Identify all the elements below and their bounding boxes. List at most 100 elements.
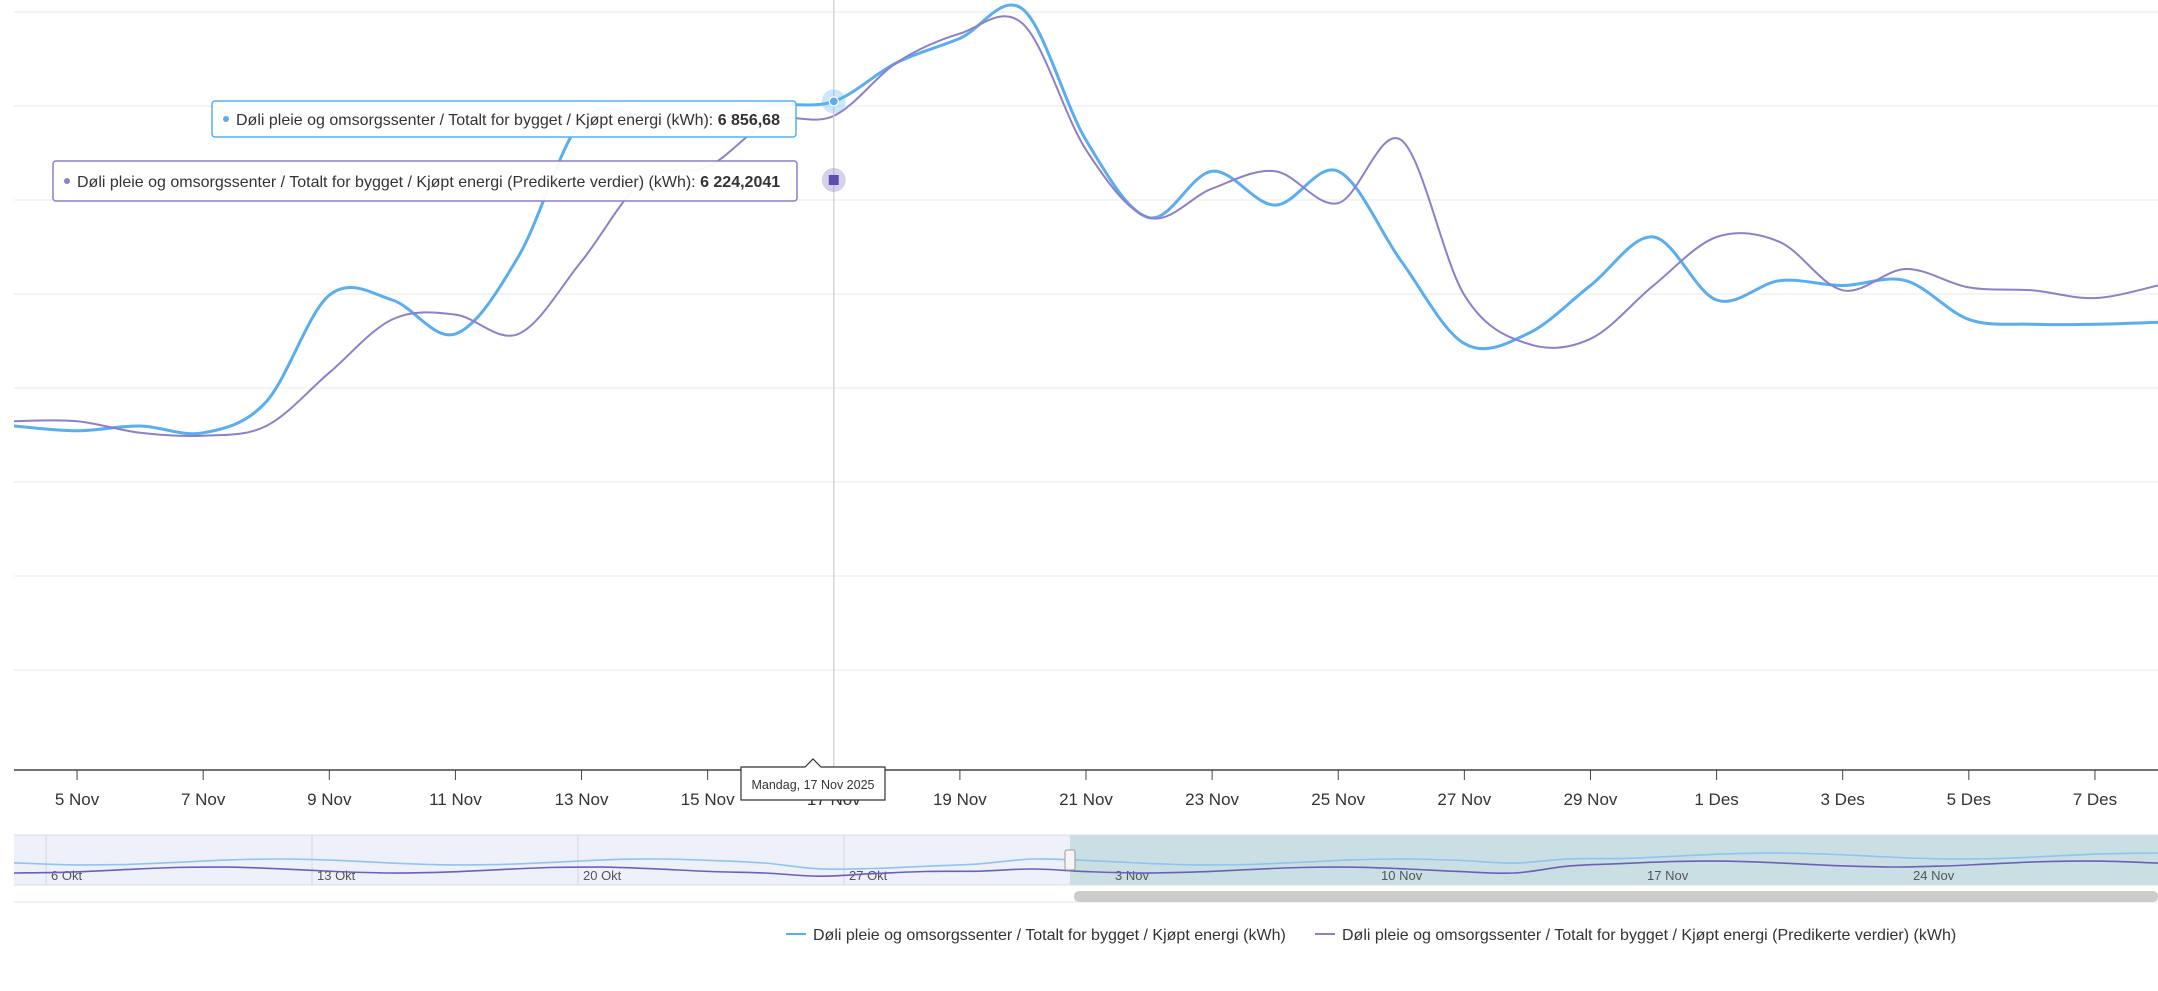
data-point[interactable] [1143,212,1155,224]
tooltip-box [52,160,798,202]
data-point[interactable] [1900,263,1912,275]
data-point[interactable] [512,328,524,340]
data-point[interactable] [891,57,903,69]
series-line-kjopt-energi[interactable] [13,3,2158,436]
legend-label: Døli pleie og omsorgssenter / Totalt for… [813,927,1286,944]
data-point[interactable] [576,255,588,267]
navigator-tick-label: 10 Nov [1381,868,1423,883]
scrollbar-thumb[interactable] [1074,891,2158,902]
data-point[interactable] [1458,289,1470,301]
data-point[interactable] [449,309,461,321]
tooltip-bullet [64,178,70,184]
x-tick-label: 15 Nov [681,790,735,809]
data-point[interactable] [1584,280,1596,292]
tooltip-text: Døli pleie og omsorgssenter / Totalt for… [77,174,780,191]
data-point[interactable] [1521,338,1533,350]
data-point[interactable] [2026,284,2038,296]
x-tick-label: 7 Nov [181,790,226,809]
data-point[interactable] [197,430,209,442]
tooltip-series-label: Døli pleie og omsorgssenter / Totalt for… [236,112,718,129]
x-tick-label: 5 Nov [55,790,100,809]
crosshair: Døli pleie og omsorgssenter / Totalt for… [52,0,886,801]
data-point[interactable] [1648,231,1660,243]
series-line-predikerte-verdier[interactable] [13,15,2158,438]
navigator-tick-label: 17 Nov [1647,868,1689,883]
legend-label: Døli pleie og omsorgssenter / Totalt for… [1342,927,1956,944]
navigator-tick-label: 24 Nov [1913,868,1955,883]
data-point[interactable] [2152,280,2158,292]
data-point[interactable] [1584,333,1596,345]
legend-item[interactable]: Døli pleie og omsorgssenter / Totalt for… [1315,927,1956,944]
data-point[interactable] [323,289,335,301]
data-point[interactable] [134,427,146,439]
data-point[interactable] [1395,134,1407,146]
navigator-series-line [13,860,2158,878]
legend-item[interactable]: Døli pleie og omsorgssenter / Totalt for… [786,927,1286,944]
data-point[interactable] [71,415,83,427]
navigator-tick-label: 3 Nov [1115,868,1149,883]
data-point[interactable] [2089,318,2101,330]
tooltip-text: Døli pleie og omsorgssenter / Totalt for… [236,112,780,129]
date-tooltip-box [740,758,886,801]
navigator-series-line [13,852,2158,871]
data-point[interactable] [260,420,272,432]
data-point[interactable] [1206,165,1218,177]
data-point[interactable] [449,328,461,340]
legend[interactable]: Døli pleie og omsorgssenter / Totalt for… [786,927,1956,944]
data-point[interactable] [1711,231,1723,243]
navigator-tick-label: 6 Okt [51,868,82,883]
navigator-tick-label: 20 Okt [583,868,622,883]
data-point[interactable] [1017,18,1029,30]
data-point[interactable] [512,250,524,262]
date-tooltip: Mandag, 17 Nov 2025 [740,758,886,801]
data-point[interactable] [1774,236,1786,248]
x-tick-label: 9 Nov [307,790,352,809]
x-tick-label: 21 Nov [1059,790,1113,809]
data-point[interactable] [1963,313,1975,325]
data-point[interactable] [2152,316,2158,328]
data-point[interactable] [1332,165,1344,177]
data-point[interactable] [1648,280,1660,292]
tooltip-series-value: 6 856,68 [718,112,780,129]
x-tick-label: 25 Nov [1311,790,1365,809]
navigator-handle-left[interactable] [1064,849,1076,871]
data-point[interactable] [1395,255,1407,267]
data-point[interactable] [1458,338,1470,350]
data-point[interactable] [1711,294,1723,306]
data-point[interactable] [954,28,966,40]
x-tick-label: 13 Nov [555,790,609,809]
data-point[interactable] [386,313,398,325]
date-tooltip-label: Mandag, 17 Nov 2025 [751,778,874,792]
x-tick-label: 23 Nov [1185,790,1239,809]
x-tick-label: 19 Nov [933,790,987,809]
tooltip-series1: Døli pleie og omsorgssenter / Totalt for… [211,100,797,138]
hover-marker-series2 [828,175,839,185]
series-lines[interactable] [8,3,2158,441]
data-point[interactable] [2026,318,2038,330]
data-point[interactable] [1269,199,1281,211]
hover-marker-series1 [828,96,839,107]
navigator[interactable]: 6 Okt 13 Okt 20 Okt 27 Okt 3 Nov 10 Nov 17 Nov… [13,834,2158,903]
data-point[interactable] [260,396,272,408]
data-point[interactable] [1837,284,1849,296]
tooltip-series2: Døli pleie og omsorgssenter / Totalt for… [52,160,798,202]
data-point[interactable] [1774,275,1786,287]
data-point[interactable] [1080,144,1092,156]
data-point[interactable] [2089,292,2101,304]
x-tick-label: 29 Nov [1564,790,1618,809]
data-point[interactable] [1332,197,1344,209]
navigator-selected-range[interactable] [1070,835,2158,885]
data-point[interactable] [1206,183,1218,195]
data-point[interactable] [386,294,398,306]
data-point[interactable] [323,367,335,379]
data-point[interactable] [1269,165,1281,177]
data-point[interactable] [1963,281,1975,293]
navigator-tick-label: 27 Okt [849,868,888,883]
data-point[interactable] [1017,3,1029,15]
data-point[interactable] [1900,275,1912,287]
data-point[interactable] [8,415,20,427]
tooltip-series-value: 6 224,2041 [700,174,780,191]
tooltip-series-label: Døli pleie og omsorgssenter / Totalt for… [77,174,700,191]
